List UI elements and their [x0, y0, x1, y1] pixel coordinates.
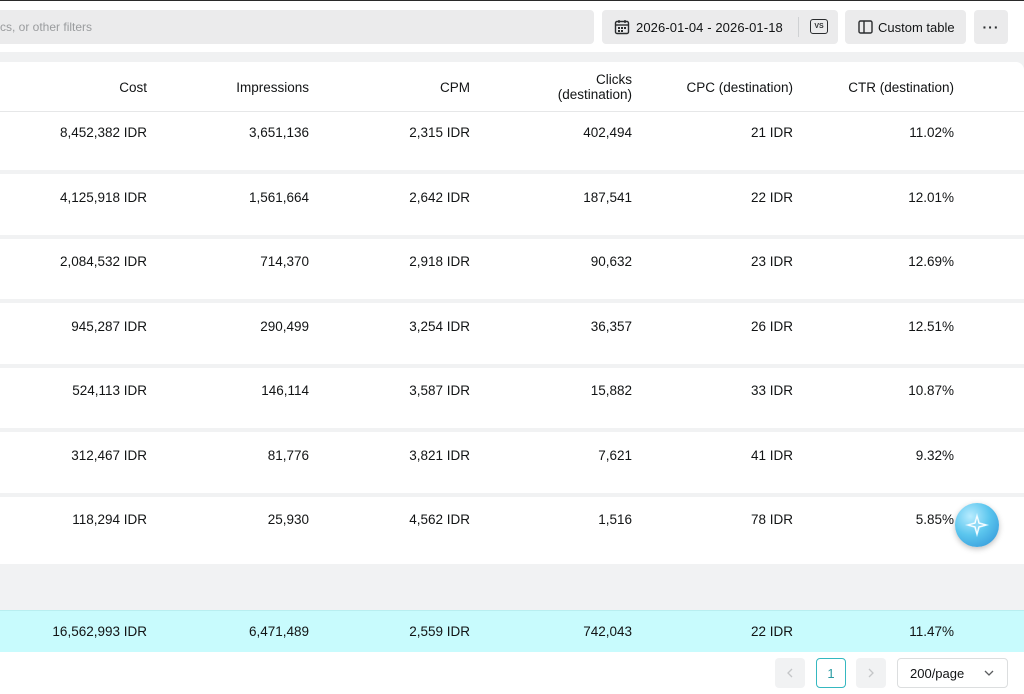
clicks-cell: 7,621 [598, 448, 632, 463]
impressions-cell: 81,776 [267, 448, 309, 463]
impressions-cell: 290,499 [260, 319, 309, 334]
total-impressions-cell: 6,471,489 [248, 624, 309, 639]
clicks-cell: 15,882 [590, 383, 632, 398]
pagination: 1 200/page [0, 652, 1024, 694]
cpc-cell: 21 IDR [750, 125, 793, 140]
table-row[interactable]: 4,125,918 IDR 1,561,664 2,642 IDR 187,54… [0, 178, 1024, 239]
clicks-cell: 1,516 [598, 512, 632, 527]
cpc-cell: 41 IDR [750, 448, 793, 463]
clicks-cell: 36,357 [590, 319, 632, 334]
total-cpm-cell: 2,559 IDR [409, 624, 470, 639]
table-row[interactable]: 2,084,532 IDR 714,370 2,918 IDR 90,632 2… [0, 242, 1024, 303]
column-header-cpm[interactable]: CPM [440, 79, 470, 95]
total-cost-cell: 16,562,993 IDR [52, 624, 147, 639]
total-cpc-cell: 22 IDR [750, 624, 793, 639]
ctr-cell: 12.69% [908, 254, 954, 269]
previous-page-button[interactable] [775, 658, 805, 688]
cpm-cell: 2,642 IDR [409, 190, 470, 205]
compare-vs-icon[interactable]: VS [810, 19, 828, 34]
columns-icon [858, 20, 873, 34]
custom-table-button[interactable]: Custom table [845, 10, 966, 44]
chevron-down-icon [984, 670, 994, 676]
ctr-cell: 10.87% [908, 383, 954, 398]
cpc-cell: 23 IDR [750, 254, 793, 269]
column-header-ctr[interactable]: CTR (destination) [848, 79, 954, 95]
table-spacer [0, 564, 1024, 610]
date-divider [798, 17, 799, 37]
cost-cell: 118,294 IDR [72, 512, 147, 527]
impressions-cell: 3,651,136 [248, 125, 309, 140]
chevron-left-icon [787, 668, 793, 678]
cpm-cell: 2,315 IDR [409, 125, 470, 140]
clicks-cell: 187,541 [583, 190, 632, 205]
impressions-cell: 1,561,664 [248, 190, 309, 205]
next-page-button[interactable] [856, 658, 886, 688]
page-number-button[interactable]: 1 [816, 658, 846, 688]
cpm-cell: 3,254 IDR [409, 319, 470, 334]
cost-cell: 8,452,382 IDR [59, 125, 147, 140]
chevron-right-icon [868, 668, 874, 678]
total-row: 16,562,993 IDR 6,471,489 2,559 IDR 742,0… [0, 610, 1024, 652]
page-size-select[interactable]: 200/page [897, 658, 1008, 688]
cost-cell: 2,084,532 IDR [59, 254, 147, 269]
sparkle-icon [964, 512, 990, 538]
cpc-cell: 33 IDR [750, 383, 793, 398]
cost-cell: 4,125,918 IDR [59, 190, 147, 205]
date-range-picker[interactable]: 2026-01-04 - 2026-01-18 VS [602, 10, 838, 44]
ctr-cell: 12.01% [908, 190, 954, 205]
cpc-cell: 26 IDR [750, 319, 793, 334]
more-options-button[interactable]: ··· [974, 10, 1008, 44]
column-header-cpc[interactable]: CPC (destination) [686, 79, 793, 95]
ai-assistant-button[interactable] [955, 503, 999, 547]
cost-cell: 945,287 IDR [71, 319, 147, 334]
impressions-cell: 714,370 [260, 254, 309, 269]
cpm-cell: 3,587 IDR [409, 383, 470, 398]
clicks-header-line2: (destination) [557, 87, 632, 102]
date-range-text: 2026-01-04 - 2026-01-18 [636, 19, 783, 35]
ctr-cell: 9.32% [915, 448, 954, 463]
cpm-cell: 3,821 IDR [409, 448, 470, 463]
column-header-cost[interactable]: Cost [119, 79, 147, 95]
calendar-icon [614, 20, 630, 35]
table-header: Cost Impressions CPM Clicks (destination… [0, 62, 1024, 112]
page-size-value: 200/page [910, 665, 965, 681]
cost-cell: 524,113 IDR [72, 383, 147, 398]
data-table-panel: Cost Impressions CPM Clicks (destination… [0, 62, 1024, 694]
table-row[interactable]: 524,113 IDR 146,114 3,587 IDR 15,882 33 … [0, 371, 1024, 432]
column-header-clicks[interactable]: Clicks (destination) [558, 62, 632, 112]
table-row[interactable]: 945,287 IDR 290,499 3,254 IDR 36,357 26 … [0, 307, 1024, 368]
toolbar: 2026-01-04 - 2026-01-18 VS Custom table … [0, 0, 1024, 52]
cost-cell: 312,467 IDR [71, 448, 147, 463]
cpm-cell: 2,918 IDR [409, 254, 470, 269]
ctr-cell: 11.02% [909, 125, 954, 140]
filter-search-input[interactable] [0, 10, 594, 44]
total-clicks-cell: 742,043 [583, 624, 632, 639]
cpc-cell: 78 IDR [750, 512, 793, 527]
clicks-cell: 90,632 [590, 254, 632, 269]
cpc-cell: 22 IDR [750, 190, 793, 205]
ctr-cell: 5.85% [915, 512, 954, 527]
clicks-cell: 402,494 [583, 125, 632, 140]
table-row[interactable]: 312,467 IDR 81,776 3,821 IDR 7,621 41 ID… [0, 436, 1024, 497]
total-ctr-cell: 11.47% [909, 624, 954, 639]
cpm-cell: 4,562 IDR [409, 512, 470, 527]
clicks-header-line1: Clicks [596, 72, 632, 87]
impressions-cell: 146,114 [261, 383, 309, 398]
table-row[interactable]: 8,452,382 IDR 3,651,136 2,315 IDR 402,49… [0, 113, 1024, 174]
column-header-impressions[interactable]: Impressions [236, 79, 309, 95]
impressions-cell: 25,930 [267, 512, 309, 527]
table-row[interactable]: 118,294 IDR 25,930 4,562 IDR 1,516 78 ID… [0, 500, 1024, 561]
ctr-cell: 12.51% [908, 319, 954, 334]
custom-table-label: Custom table [878, 19, 955, 35]
